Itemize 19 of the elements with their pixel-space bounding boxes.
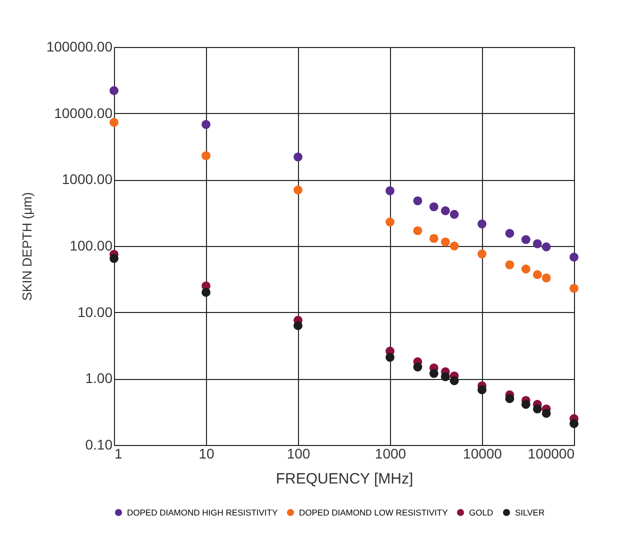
x-tick-label: 1000 [374, 446, 406, 462]
y-tick-label: 10.00 [77, 304, 113, 320]
y-tick-label: 1000.00 [62, 171, 113, 188]
legend-label: DOPED DIAMOND LOW RESISTIVITY [299, 508, 448, 518]
x-tick-label: 10 [198, 446, 214, 462]
x-axis-title: FREQUENCY [MHz] [276, 470, 414, 488]
x-tick-label: 100000 [528, 446, 575, 462]
y-tick-label: 100000.00 [46, 38, 113, 54]
y-tick-label: 10000.00 [54, 104, 113, 121]
legend-label: SILVER [515, 508, 545, 518]
x-tick-label: 1 [114, 446, 122, 462]
y-tick-label: 100.00 [70, 238, 113, 254]
y-axis-title: SKIN DEPTH (μm) [19, 192, 34, 301]
x-tick-label: 100 [286, 446, 310, 462]
legend-label: DOPED DIAMOND HIGH RESISTIVITY [127, 508, 278, 518]
y-tick-label: 1.00 [85, 370, 113, 386]
x-tick-label: 10000 [463, 446, 502, 462]
y-tick-label: 0.10 [85, 436, 113, 452]
legend-label: GOLD [469, 508, 494, 518]
